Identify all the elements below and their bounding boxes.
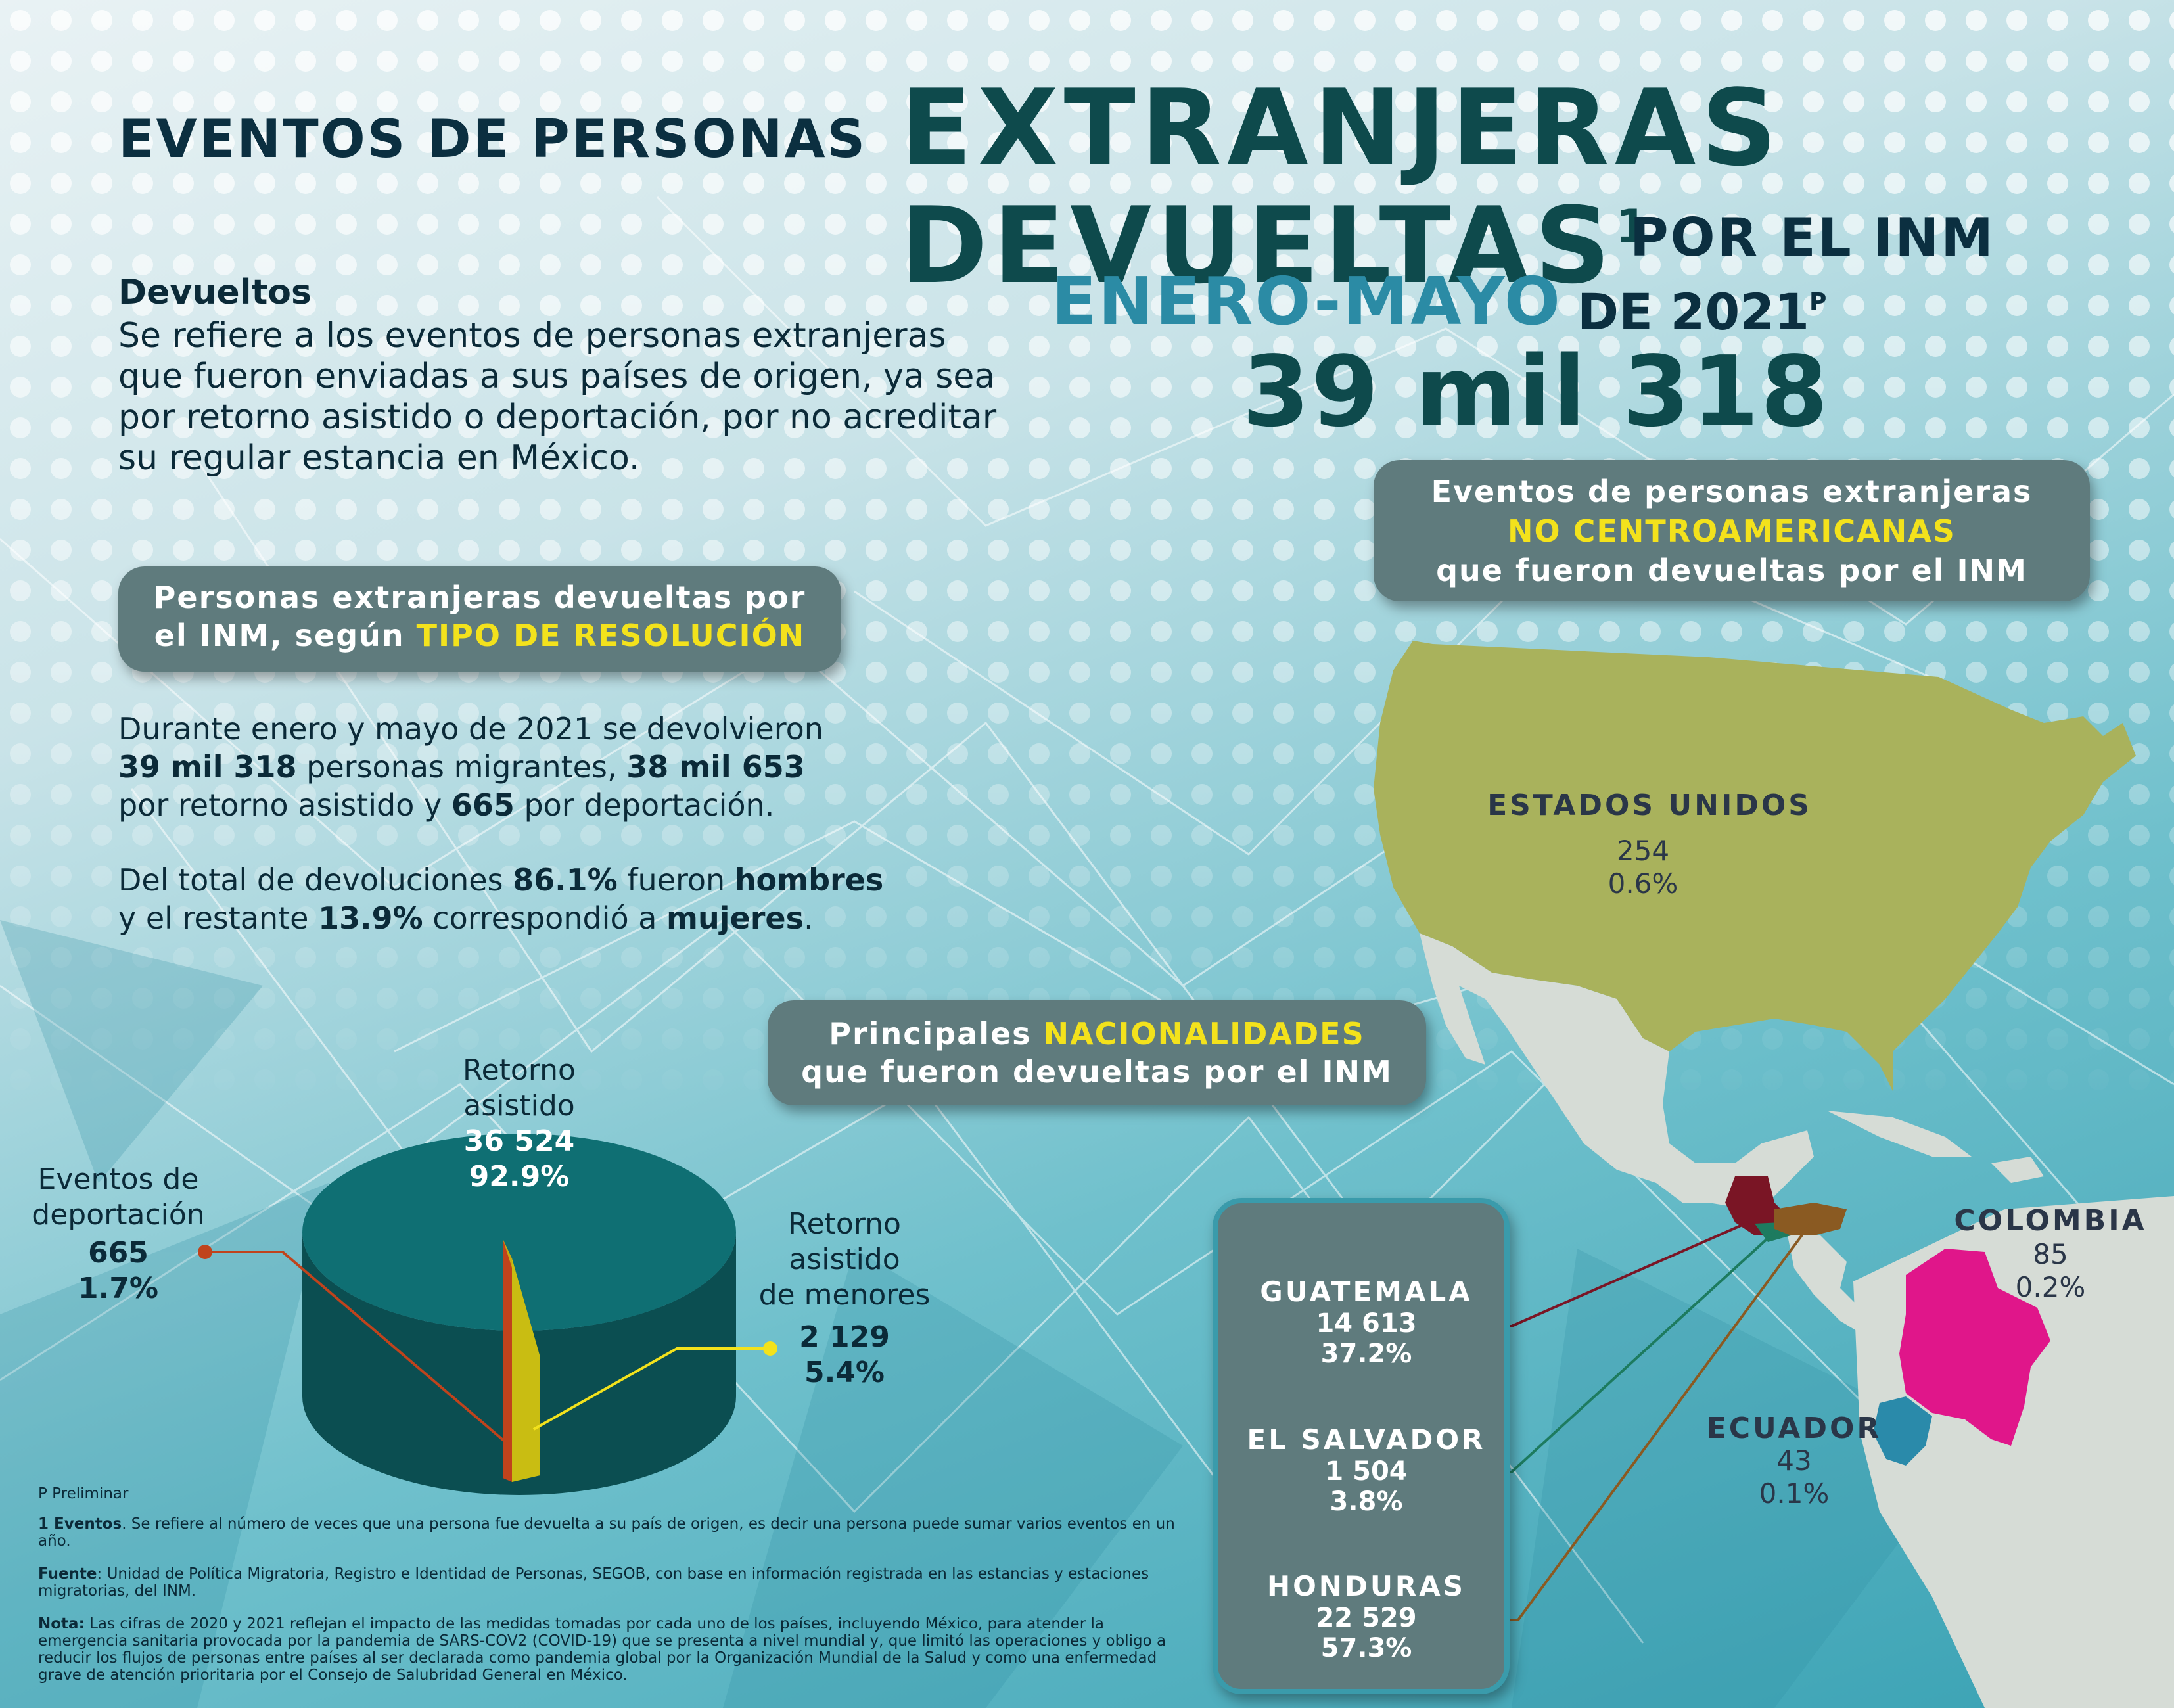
caribbean-islands (1827, 1111, 2044, 1183)
note-fuente: Fuente: Unidad de Política Migratoria, R… (38, 1565, 1149, 1600)
nationalities-pill: Principales NACIONALIDADES que fueron de… (768, 1000, 1426, 1105)
nat-honduras-name: HONDURAS (1266, 1570, 1466, 1602)
title-line-3: DEVUELTAS1 (900, 184, 1654, 307)
footnote-mark: 1 (1615, 200, 1654, 254)
leader-dot-deportacion (198, 1245, 212, 1259)
nat-honduras-values: 22 529 57.3% (1316, 1603, 1417, 1663)
leader-dot-menores (763, 1341, 777, 1356)
no-central-american-pill: Eventos de personas extranjeras NO CENTR… (1374, 460, 2090, 601)
guatemala-shape (1725, 1176, 1788, 1235)
note-eventos: 1 Eventos. Se refiere al número de veces… (38, 1515, 1175, 1550)
pie-slice-menores (512, 1258, 540, 1482)
ecuador-shape (1873, 1396, 1932, 1466)
nat-guatemala-values: 14 613 37.2% (1316, 1308, 1417, 1369)
note-nota: Nota: Las cifras de 2020 y 2021 reflejan… (38, 1615, 1167, 1684)
central-america (1788, 1235, 1886, 1341)
total-count: 39 mil 318 (1242, 335, 1830, 448)
pie-value-deportacion: 665 1.7% (78, 1236, 159, 1305)
mexico-shape (1420, 933, 1814, 1209)
summary-paragraph-2: Del total de devoluciones 86.1% fueron h… (118, 862, 884, 936)
summary-paragraph-1: Durante enero y mayo de 2021 se devolvie… (118, 711, 823, 823)
nationalities-box: GUATEMALA 14 613 37.2% EL SALVADOR 1 504… (1213, 1198, 1510, 1694)
title-line-4: POR EL INM (1630, 207, 1995, 268)
usa-shape (1374, 641, 2136, 1091)
country-usa-name: ESTADOS UNIDOS (1487, 789, 1812, 822)
nat-el-salvador-values: 1 504 3.8% (1325, 1456, 1408, 1517)
pie-label-retorno: Retorno asistido 36 524 92.9% (463, 1053, 576, 1193)
title-line-2: EXTRANJERAS (900, 66, 1782, 189)
pie-label-menores: Retorno asistido de menores (758, 1207, 931, 1312)
title-line-1: EVENTOS DE PERSONAS (118, 108, 867, 170)
honduras-shape (1774, 1203, 1847, 1235)
pie-label-deportacion: Eventos de deportación (32, 1163, 205, 1232)
nat-guatemala-name: GUATEMALA (1260, 1276, 1473, 1308)
leader-menores (532, 1347, 769, 1431)
pie-slice-menores-top (503, 1239, 540, 1357)
resolution-type-pill: Personas extranjeras devueltas por el IN… (118, 566, 841, 672)
country-colombia-name: COLOMBIA (1954, 1204, 2147, 1237)
note-preliminar: P Preliminar (38, 1485, 129, 1502)
pie-slice-retorno (302, 1134, 736, 1331)
definition-title: Devueltos (118, 273, 312, 312)
country-colombia-values: 85 0.2% (2015, 1238, 2086, 1303)
country-usa-values: 254 0.6% (1607, 835, 1678, 900)
pie-slice-deportacion (503, 1239, 512, 1482)
period-year: DE 2021P (1577, 283, 1827, 341)
country-ecuador-name: ECUADOR (1706, 1412, 1882, 1445)
pie-value-menores: 2 129 5.4% (799, 1320, 890, 1389)
country-ecuador-values: 43 0.1% (1759, 1444, 1830, 1510)
definition-body: Se refiere a los eventos de personas ext… (118, 316, 997, 478)
colombia-shape (1899, 1249, 2050, 1446)
leader-deportacion (205, 1251, 507, 1444)
period-highlight: ENERO-MAYO (1052, 263, 1562, 340)
nat-el-salvador-name: EL SALVADOR (1247, 1423, 1486, 1456)
